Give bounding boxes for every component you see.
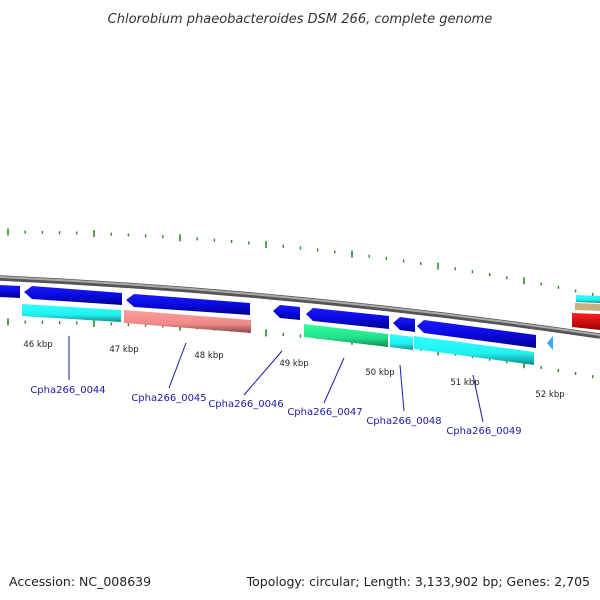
- leader-line: [472, 374, 484, 423]
- gene-labels: Cpha266_0044 Cpha266_0045 Cpha266_0046 C…: [30, 385, 521, 437]
- kbp-label: 47 kbp: [109, 345, 138, 355]
- leader-line: [323, 357, 345, 404]
- cds-feature[interactable]: [273, 305, 300, 320]
- outer-tick-track: [7, 228, 594, 296]
- kbp-label: 49 kbp: [279, 359, 308, 369]
- kbp-label: 48 kbp: [194, 351, 223, 361]
- cds-feature[interactable]: [0, 285, 20, 298]
- accession-label: Accession: NC_008639: [9, 574, 151, 589]
- cds-feature[interactable]: [124, 310, 251, 333]
- gene-label[interactable]: Cpha266_0045: [131, 393, 206, 404]
- cds-feature[interactable]: [414, 336, 534, 365]
- genome-summary: Topology: circular; Length: 3,133,902 bp…: [246, 574, 590, 589]
- kbp-label: 50 kbp: [365, 368, 394, 378]
- genome-backbone: [0, 275, 600, 339]
- kbp-label: 52 kbp: [535, 390, 564, 400]
- cds-feature[interactable]: [306, 308, 389, 329]
- kbp-labels: 46 kbp 47 kbp 48 kbp 49 kbp 50 kbp 51 kb…: [23, 340, 564, 400]
- cds-feature[interactable]: [24, 286, 122, 305]
- map-title: Chlorobium phaeobacteroides DSM 266, com…: [108, 12, 493, 27]
- cds-feature[interactable]: [547, 336, 553, 350]
- gene-label[interactable]: Cpha266_0048: [366, 416, 441, 427]
- cds-feature[interactable]: [576, 295, 600, 303]
- kbp-label: 51 kbp: [450, 378, 479, 388]
- leader-line: [243, 350, 283, 396]
- cds-feature[interactable]: [572, 313, 600, 330]
- gene-label[interactable]: Cpha266_0049: [446, 426, 521, 437]
- reverse-strand-features: [22, 304, 600, 365]
- kbp-label: 46 kbp: [23, 340, 52, 350]
- cds-feature[interactable]: [417, 320, 536, 348]
- gene-label[interactable]: Cpha266_0044: [30, 385, 105, 396]
- leader-line: [168, 342, 187, 389]
- cds-feature[interactable]: [390, 334, 413, 350]
- cds-feature[interactable]: [575, 303, 600, 311]
- cds-feature[interactable]: [126, 294, 250, 315]
- gene-label-lines: [68, 336, 484, 423]
- forward-strand-features: [0, 285, 600, 350]
- gene-label[interactable]: Cpha266_0046: [208, 399, 283, 410]
- leader-line: [399, 364, 405, 412]
- cds-feature[interactable]: [393, 317, 415, 332]
- gene-label[interactable]: Cpha266_0047: [287, 407, 362, 418]
- cds-feature[interactable]: [22, 304, 121, 322]
- cds-feature[interactable]: [304, 324, 388, 347]
